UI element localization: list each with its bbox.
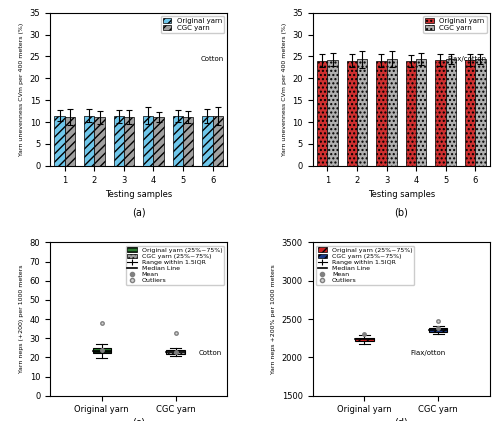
Bar — [436, 60, 446, 166]
Text: Flax/cotton: Flax/cotton — [448, 56, 486, 61]
Bar — [475, 59, 486, 166]
Title: (c): (c) — [132, 418, 145, 421]
Bar — [143, 115, 154, 166]
Bar — [416, 59, 426, 166]
Bar — [154, 117, 164, 166]
Title: (d): (d) — [394, 418, 408, 421]
Text: Cotton: Cotton — [199, 350, 222, 356]
Bar — [406, 61, 416, 166]
Bar — [212, 116, 223, 166]
Bar — [355, 338, 374, 341]
Bar — [202, 116, 212, 166]
Bar — [114, 116, 124, 166]
Bar — [328, 60, 338, 166]
Y-axis label: Yarn neps +200% per 1000 meters: Yarn neps +200% per 1000 meters — [271, 264, 276, 374]
Y-axis label: Yarn unevenness CVm per 400 meters (%): Yarn unevenness CVm per 400 meters (%) — [19, 23, 24, 156]
Bar — [317, 61, 328, 166]
Legend: Original yarn, CGC yarn: Original yarn, CGC yarn — [160, 16, 224, 33]
Bar — [92, 348, 111, 353]
Bar — [346, 61, 357, 166]
Title: (a): (a) — [132, 208, 145, 218]
Text: Flax/otton: Flax/otton — [410, 350, 446, 356]
Bar — [166, 350, 185, 354]
Bar — [376, 61, 386, 166]
Bar — [65, 117, 75, 166]
Title: (b): (b) — [394, 208, 408, 218]
Bar — [386, 59, 397, 166]
Bar — [172, 116, 183, 166]
Bar — [446, 59, 456, 166]
Y-axis label: Yarn unevenness CVm per 400 meters (%): Yarn unevenness CVm per 400 meters (%) — [282, 23, 286, 156]
Legend: Original yarn (25%~75%), CGC yarn (25%~75%), Range within 1.5IQR, Median Line, M: Original yarn (25%~75%), CGC yarn (25%~7… — [126, 245, 224, 285]
Bar — [124, 117, 134, 166]
Bar — [357, 59, 368, 166]
Bar — [54, 115, 65, 166]
Legend: Original yarn (25%~75%), CGC yarn (25%~75%), Range within 1.5IQR, Median Line, M: Original yarn (25%~75%), CGC yarn (25%~7… — [316, 245, 414, 285]
Bar — [465, 60, 475, 166]
X-axis label: Testing samples: Testing samples — [105, 190, 172, 199]
Bar — [84, 115, 94, 166]
Bar — [94, 117, 104, 166]
Text: Cotton: Cotton — [200, 56, 224, 61]
X-axis label: Testing samples: Testing samples — [368, 190, 435, 199]
Legend: Original yarn, CGC yarn: Original yarn, CGC yarn — [423, 16, 486, 33]
Bar — [429, 328, 448, 332]
Y-axis label: Yarn neps (+200) per 1000 meters: Yarn neps (+200) per 1000 meters — [19, 265, 24, 373]
Bar — [183, 117, 194, 166]
